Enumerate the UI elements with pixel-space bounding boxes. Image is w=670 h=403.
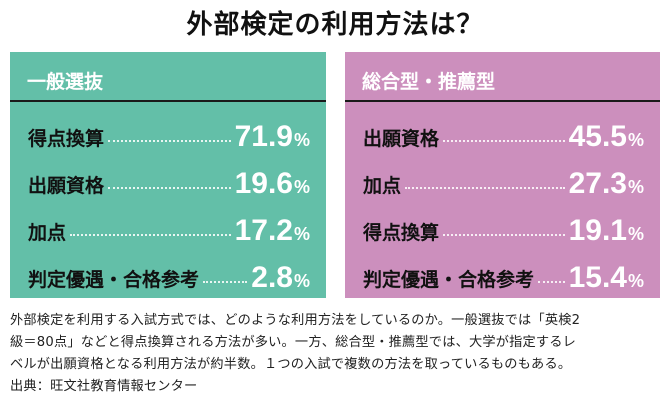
dotted-leader (70, 234, 231, 236)
stat-label: 判定優遇・合格参考 (28, 269, 200, 291)
dotted-leader (203, 281, 248, 283)
dotted-leader (538, 281, 565, 283)
panel-comprehensive-recommendation: 総合型・推薦型 出願資格 45.5% 加点 27.3% 得点換算 19.1% 判… (345, 52, 660, 298)
page-title: 外部検定の利用方法は？ (186, 10, 484, 40)
stat-value: 19.6% (234, 167, 310, 200)
panel-heading: 総合型・推薦型 (345, 52, 660, 102)
caption-line: 外部検定を利用する入試方式では、どのような利用方法をしているのか。一般選抜では「… (10, 313, 581, 328)
panel-heading: 一般選抜 (10, 52, 326, 102)
stat-label: 出願資格 (28, 175, 105, 197)
stat-row: 出願資格 45.5% (363, 110, 644, 157)
stat-label: 加点 (363, 175, 402, 197)
caption-line: 級＝80点」などと得点換算される方法が多い。一方、総合型・推薦型では、大学が指定… (10, 335, 577, 350)
stat-row: 得点換算 71.9% (28, 110, 310, 157)
stat-value: 27.3% (568, 167, 644, 200)
stat-label: 加点 (28, 222, 67, 244)
stat-row: 得点換算 19.1% (363, 204, 644, 251)
dotted-leader (443, 234, 565, 236)
panel-general-selection: 一般選抜 得点換算 71.9% 出願資格 19.6% 加点 17.2% 判定優遇… (10, 52, 326, 298)
stat-value: 71.9% (234, 120, 310, 153)
stat-value: 17.2% (234, 214, 310, 247)
stat-value: 45.5% (568, 120, 644, 153)
dotted-leader (443, 140, 565, 142)
dotted-leader (405, 187, 565, 189)
stat-value: 2.8% (251, 261, 310, 294)
stat-label: 出願資格 (363, 128, 440, 150)
dotted-leader (108, 140, 231, 142)
stat-row: 判定優遇・合格参考 2.8% (28, 251, 310, 298)
stat-value: 15.4% (568, 261, 644, 294)
stat-row: 出願資格 19.6% (28, 157, 310, 204)
dotted-leader (108, 187, 231, 189)
stat-row: 判定優遇・合格参考 15.4% (363, 251, 644, 298)
caption: 外部検定を利用する入試方式では、どのような利用方法をしているのか。一般選抜では「… (10, 310, 666, 398)
stat-row: 加点 27.3% (363, 157, 644, 204)
source-credit: 出典：旺文社教育情報センター (10, 379, 198, 394)
caption-line: ベルが出願資格となる利用方法が約半数。１つの入試で複数の方法を取っているものもあ… (10, 357, 572, 372)
stat-label: 判定優遇・合格参考 (363, 269, 535, 291)
stat-row: 加点 17.2% (28, 204, 310, 251)
stat-value: 19.1% (568, 214, 644, 247)
stat-label: 得点換算 (28, 128, 105, 150)
stat-label: 得点換算 (363, 222, 440, 244)
